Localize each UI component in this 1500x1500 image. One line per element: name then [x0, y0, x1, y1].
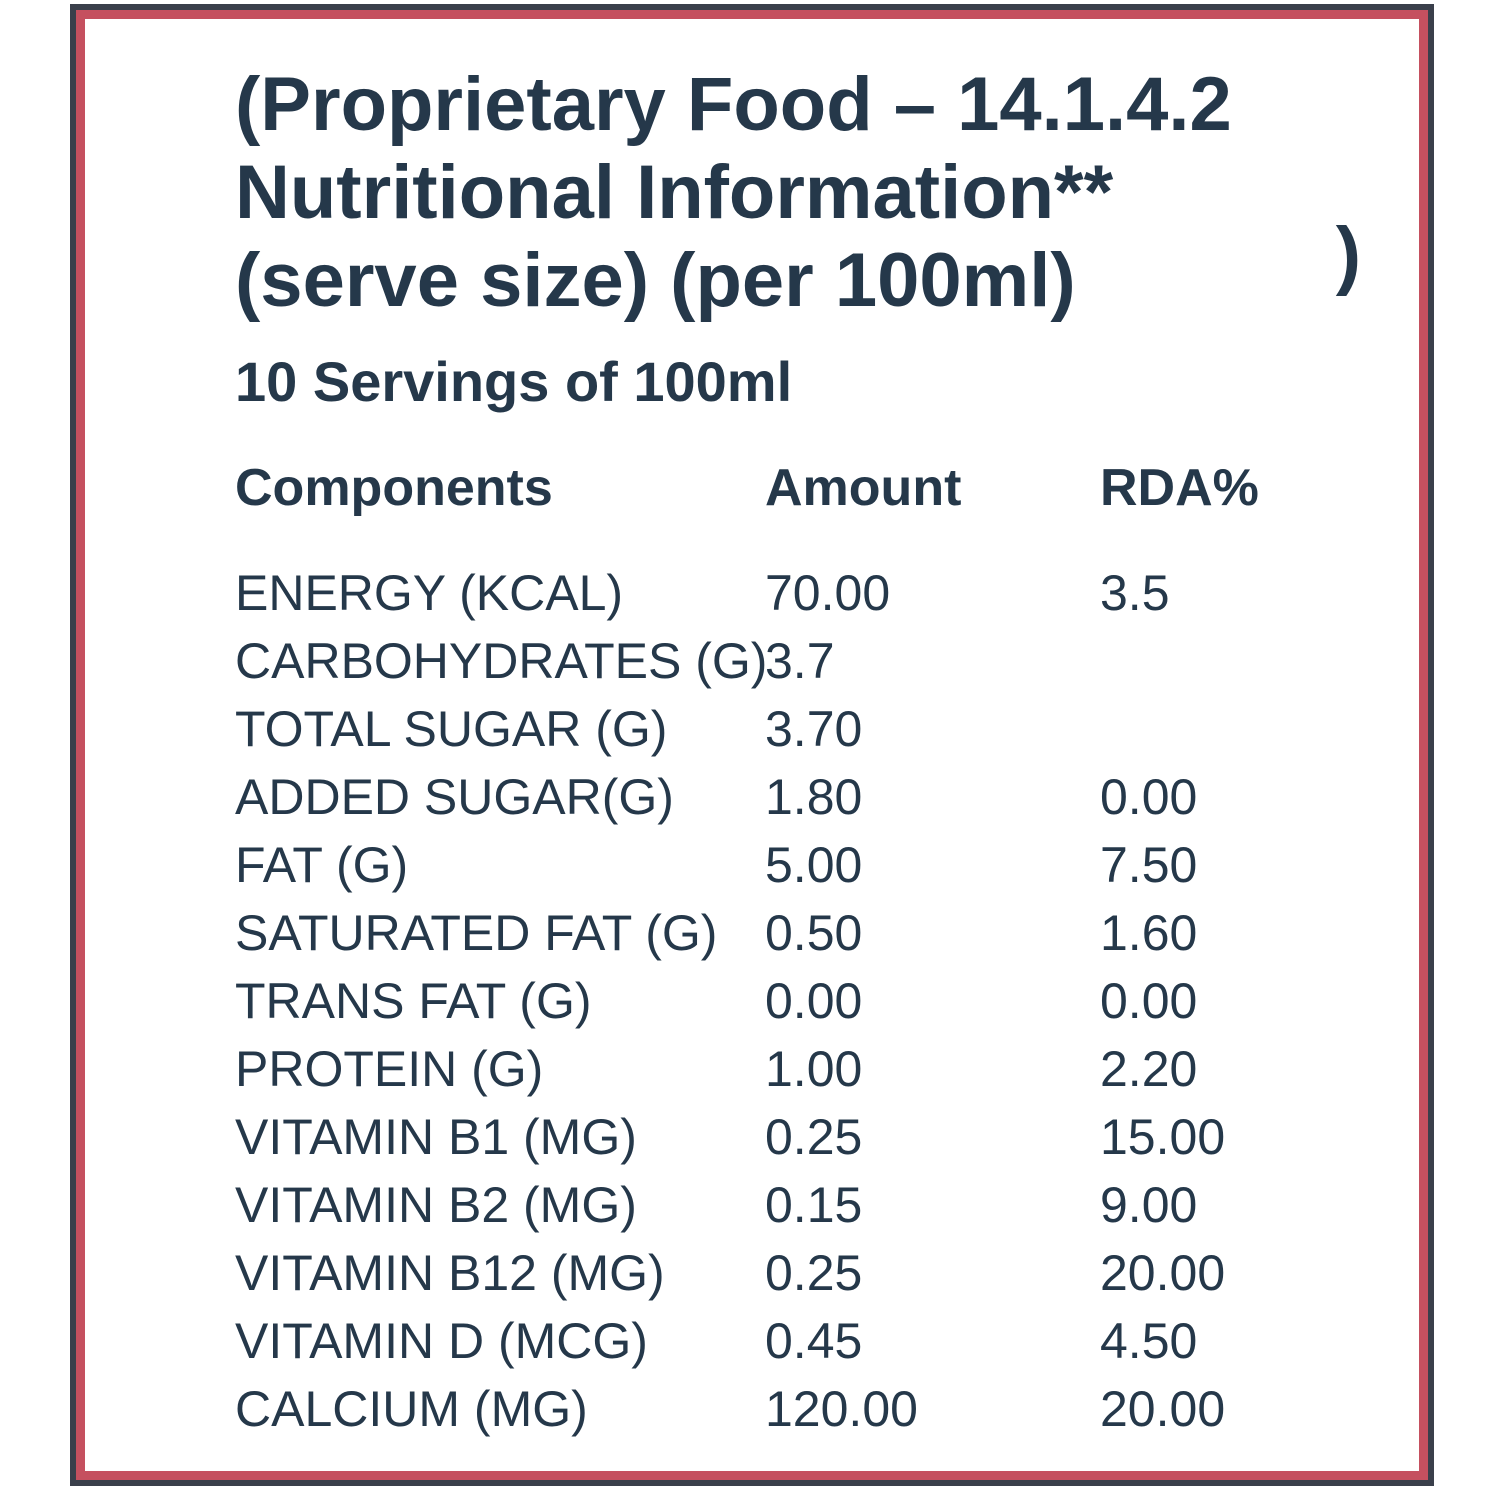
header-components: Components [235, 459, 553, 518]
title-trailing-paren: ) [1335, 212, 1361, 297]
rda-cell: 20.00 [1100, 1245, 1226, 1302]
rda-cell: 3.5 [1100, 565, 1170, 622]
nutrition-table: Components Amount RDA% ENERGY (KCAL) 70.0… [235, 458, 1391, 1448]
table-row: VITAMIN B12 (MG) 0.25 20.00 [235, 1244, 1391, 1312]
amount-cell: 0.25 [765, 1109, 863, 1166]
amount-cell: 3.70 [765, 701, 863, 758]
table-row: CALCIUM (MG) 120.00 20.00 [235, 1380, 1391, 1448]
header-rda: RDA% [1100, 459, 1259, 518]
rda-cell: 20.00 [1100, 1381, 1226, 1438]
table-row: CARBOHYDRATES (G) 3.7 [235, 632, 1391, 700]
table-row: VITAMIN D (MCG) 0.45 4.50 [235, 1312, 1391, 1380]
amount-cell: 70.00 [765, 565, 891, 622]
amount-cell: 0.00 [765, 973, 863, 1030]
amount-cell: 0.45 [765, 1313, 863, 1370]
amount-cell: 1.80 [765, 769, 863, 826]
component-cell: ENERGY (KCAL) [235, 565, 624, 622]
rda-cell: 2.20 [1100, 1041, 1198, 1098]
table-rows: ENERGY (KCAL) 70.00 3.5 CARBOHYDRATES (G) 3.… [235, 564, 1391, 1448]
amount-cell: 3.7 [765, 633, 835, 690]
component-cell: TOTAL SUGAR (G) [235, 701, 668, 758]
table-row: TOTAL SUGAR (G) 3.70 [235, 700, 1391, 768]
table-row: VITAMIN B1 (MG) 0.25 15.00 [235, 1108, 1391, 1176]
header-amount: Amount [765, 459, 962, 518]
title-line-3: (serve size) (per 100ml) [235, 238, 1076, 324]
rda-cell: 0.00 [1100, 973, 1198, 1030]
nutrition-label: (Proprietary Food – 14.1.4.2 Nutritional… [85, 19, 1419, 1471]
title-line-1: (Proprietary Food – 14.1.4.2 [235, 62, 1232, 147]
amount-cell: 120.00 [765, 1381, 918, 1438]
table-row: VITAMIN B2 (MG) 0.15 9.00 [235, 1176, 1391, 1244]
rda-cell: 0.00 [1100, 769, 1198, 826]
amount-cell: 5.00 [765, 837, 863, 894]
table-row: ADDED SUGAR(G) 1.80 0.00 [235, 768, 1391, 836]
component-cell: VITAMIN D (MCG) [235, 1313, 648, 1370]
table-row: SATURATED FAT (G) 0.50 1.60 [235, 904, 1391, 972]
component-cell: VITAMIN B1 (MG) [235, 1109, 637, 1166]
component-cell: CARBOHYDRATES (G) [235, 633, 768, 690]
label-frame-inner: (Proprietary Food – 14.1.4.2 Nutritional… [76, 10, 1428, 1480]
table-row: FAT (G) 5.00 7.50 [235, 836, 1391, 904]
label-frame: (Proprietary Food – 14.1.4.2 Nutritional… [70, 4, 1434, 1486]
component-cell: ADDED SUGAR(G) [235, 769, 674, 826]
rda-cell: 7.50 [1100, 837, 1198, 894]
title-line-2: Nutritional Information** [235, 150, 1114, 236]
table-row: ENERGY (KCAL) 70.00 3.5 [235, 564, 1391, 632]
rda-cell: 4.50 [1100, 1313, 1198, 1370]
rda-cell: 15.00 [1100, 1109, 1226, 1166]
rda-cell: 1.60 [1100, 905, 1198, 962]
table-row: TRANS FAT (G) 0.00 0.00 [235, 972, 1391, 1040]
amount-cell: 0.15 [765, 1177, 863, 1234]
component-cell: VITAMIN B2 (MG) [235, 1177, 637, 1234]
amount-cell: 0.50 [765, 905, 863, 962]
component-cell: SATURATED FAT (G) [235, 905, 718, 962]
component-cell: VITAMIN B12 (MG) [235, 1245, 665, 1302]
component-cell: CALCIUM (MG) [235, 1381, 588, 1438]
label-title: (Proprietary Food – 14.1.4.2 Nutritional… [235, 61, 1391, 325]
amount-cell: 0.25 [765, 1245, 863, 1302]
component-cell: PROTEIN (G) [235, 1041, 544, 1098]
servings-text: 10 Servings of 100ml [235, 350, 793, 414]
table-row: PROTEIN (G) 1.00 2.20 [235, 1040, 1391, 1108]
table-header-row: Components Amount RDA% [235, 458, 1391, 518]
component-cell: TRANS FAT (G) [235, 973, 592, 1030]
rda-cell: 9.00 [1100, 1177, 1198, 1234]
component-cell: FAT (G) [235, 837, 409, 894]
amount-cell: 1.00 [765, 1041, 863, 1098]
